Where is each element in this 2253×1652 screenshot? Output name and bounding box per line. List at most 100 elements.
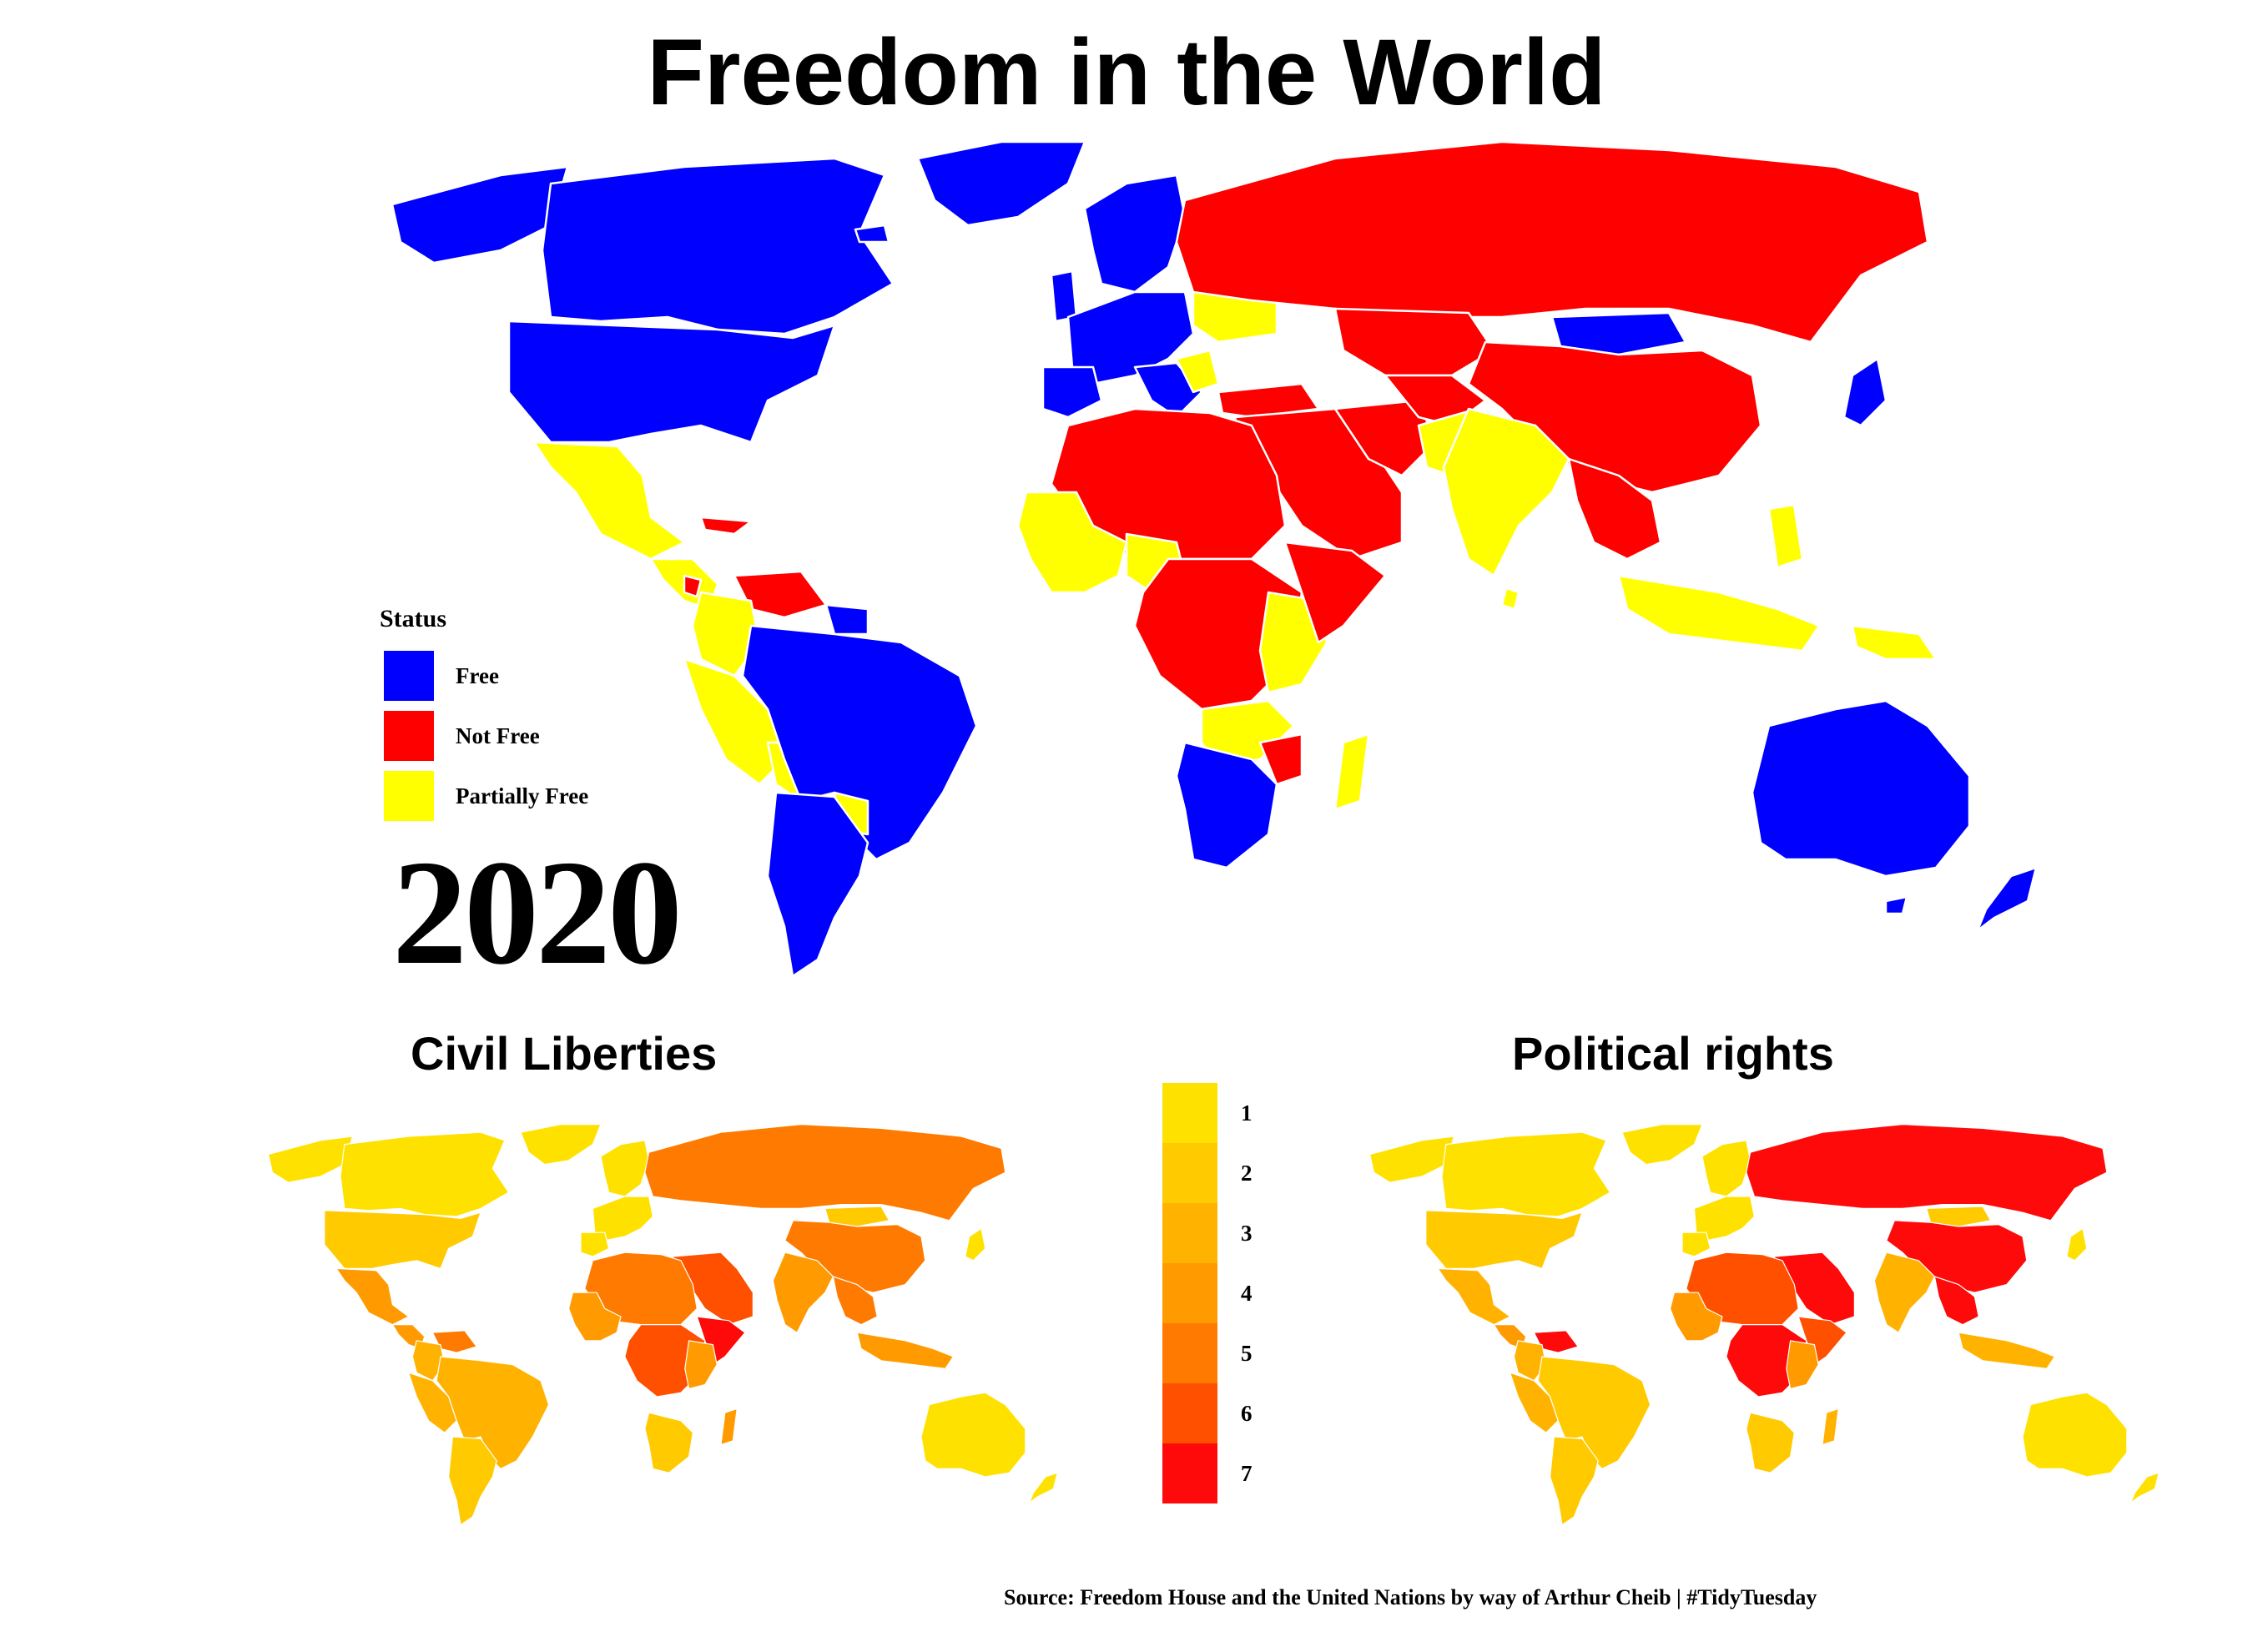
- cl-greenland: [520, 1124, 602, 1166]
- cl-madagascar: [720, 1408, 738, 1446]
- pr-peru: [1510, 1372, 1559, 1433]
- region-sri-lanka: [1500, 587, 1520, 611]
- africa: [1016, 407, 1387, 869]
- cl-mexico: [335, 1267, 410, 1326]
- north-america: [391, 140, 1086, 611]
- score-label-5: 5: [1241, 1340, 1253, 1366]
- pr-alaska: [1369, 1136, 1454, 1183]
- cl-usa: [324, 1210, 481, 1269]
- cl-iberia: [580, 1231, 610, 1257]
- cl-central-africa: [624, 1324, 706, 1398]
- cl-west-africa: [567, 1292, 622, 1342]
- score-swatch-1: [1162, 1083, 1217, 1143]
- pr-southern-africa: [1746, 1412, 1795, 1473]
- legend-label-free: Free: [456, 662, 499, 688]
- legend-item-partially-free: Partially Free: [384, 771, 588, 821]
- legend-swatch-not-free: [384, 711, 434, 761]
- score-label-1: 1: [1241, 1100, 1253, 1126]
- pr-greenland: [1621, 1124, 1703, 1166]
- cl-peru: [408, 1372, 457, 1433]
- region-guyana: [824, 603, 869, 636]
- legend-item-free: Free: [384, 651, 588, 701]
- status-world-map: [391, 140, 2038, 978]
- region-usa: [507, 320, 836, 444]
- south-america: [683, 570, 978, 978]
- region-canada: [541, 157, 895, 335]
- pr-west-africa: [1670, 1292, 1723, 1342]
- pr-mexico: [1437, 1267, 1511, 1326]
- score-label-2: 2: [1241, 1160, 1253, 1186]
- russia-asia: [1175, 140, 1938, 661]
- pr-japan: [2066, 1227, 2088, 1262]
- cl-india: [772, 1252, 834, 1333]
- region-madagascar: [1333, 733, 1370, 811]
- score-label-4: 4: [1241, 1280, 1253, 1306]
- pr-usa: [1425, 1210, 1583, 1269]
- region-kazakhstan: [1333, 307, 1495, 377]
- europe: [854, 174, 1320, 419]
- cl-australia: [920, 1392, 1026, 1478]
- region-mexico: [532, 441, 686, 561]
- region-southern-africa-pf: [1200, 699, 1295, 769]
- oceania: [1751, 699, 2038, 932]
- pr-mongolia: [1926, 1206, 1992, 1227]
- legend-label-partially-free: Partially Free: [456, 783, 589, 808]
- region-scandinavia: [1083, 174, 1187, 294]
- legend-label-not-free: Not Free: [456, 723, 540, 748]
- region-ecuador-peru: [683, 657, 786, 786]
- region-balkans-pf: [1175, 349, 1220, 394]
- score-legend-item: 5: [1162, 1323, 1253, 1383]
- pr-iberia: [1681, 1231, 1711, 1257]
- region-horn-africa: [1283, 541, 1387, 644]
- cl-canada: [340, 1131, 510, 1217]
- region-greenland: [916, 140, 1086, 227]
- civil-liberties-map: [268, 1124, 1058, 1526]
- score-legend-item: 3: [1162, 1203, 1253, 1263]
- region-japan: [1842, 357, 1888, 427]
- legend-swatch-free: [384, 651, 434, 701]
- score-legend: 1 2 3 4 5 6 7: [1162, 1083, 1253, 1503]
- pr-se-asia: [1933, 1276, 1979, 1326]
- region-alaska: [391, 165, 569, 264]
- page-title: Freedom in the World: [647, 20, 1606, 124]
- region-southern-africa-free: [1175, 741, 1278, 869]
- pr-east-africa: [1786, 1340, 1819, 1389]
- region-philippines: [1767, 503, 1804, 569]
- score-legend-item: 7: [1162, 1443, 1253, 1503]
- pr-madagascar: [1822, 1408, 1839, 1446]
- legend-item-not-free: Not Free: [384, 711, 588, 761]
- cl-southern-africa: [644, 1412, 693, 1473]
- pr-scandinavia: [1701, 1140, 1751, 1197]
- pr-australia: [2022, 1392, 2128, 1478]
- score-swatch-7: [1162, 1443, 1217, 1503]
- pr-russia: [1746, 1124, 2108, 1221]
- status-legend: Free Not Free Partially Free: [384, 651, 588, 821]
- score-swatch-3: [1162, 1203, 1217, 1263]
- region-mongolia: [1550, 311, 1687, 356]
- cl-se-asia: [832, 1276, 878, 1326]
- region-chile-argentina: [766, 791, 869, 978]
- cl-scandinavia: [600, 1140, 650, 1197]
- region-india: [1442, 407, 1570, 577]
- cl-alaska: [268, 1136, 353, 1183]
- status-legend-title: Status: [380, 605, 447, 632]
- pr-canada: [1441, 1131, 1611, 1217]
- cl-east-africa: [684, 1340, 718, 1389]
- cl-russia: [644, 1124, 1006, 1221]
- pr-china: [1886, 1220, 2028, 1293]
- cl-china: [784, 1220, 926, 1293]
- score-swatch-5: [1162, 1323, 1217, 1383]
- region-west-africa: [1016, 491, 1128, 594]
- legend-swatch-partially-free: [384, 771, 434, 821]
- pr-new-zealand: [2130, 1472, 2160, 1503]
- score-swatch-6: [1162, 1383, 1217, 1443]
- pr-indonesia: [1958, 1332, 2055, 1369]
- pr-india: [1873, 1252, 1935, 1333]
- region-nicaragua: [683, 574, 703, 598]
- region-china: [1467, 340, 1762, 494]
- score-legend-item: 6: [1162, 1383, 1253, 1443]
- score-legend-item: 4: [1162, 1263, 1253, 1323]
- region-png: [1851, 624, 1938, 661]
- region-russia: [1175, 140, 1929, 344]
- cl-mongolia: [824, 1206, 890, 1227]
